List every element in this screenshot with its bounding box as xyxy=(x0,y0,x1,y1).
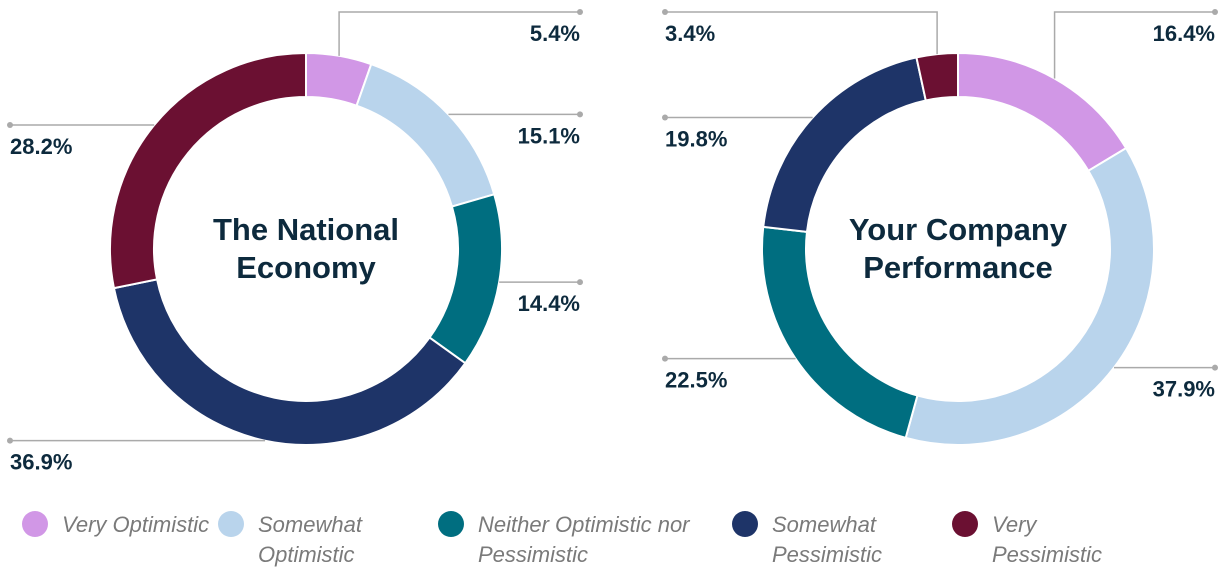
legend-swatch xyxy=(952,511,978,537)
value-label: 36.9% xyxy=(10,450,72,475)
leader-dot xyxy=(662,355,668,362)
legend-label: Somewhat Pessimistic xyxy=(772,512,883,567)
value-label: 28.2% xyxy=(10,134,72,159)
legend-swatch xyxy=(22,511,48,537)
legend-label: Very Pessimistic xyxy=(992,512,1103,567)
donut-slice xyxy=(355,62,496,208)
legend-label: Very Optimistic xyxy=(62,512,210,537)
leader-dot xyxy=(577,111,583,118)
leader-dot xyxy=(7,437,13,444)
leader-line xyxy=(665,11,938,55)
legend-item: Somewhat Pessimistic xyxy=(732,510,932,570)
legend-swatch xyxy=(732,511,758,537)
value-label: 15.1% xyxy=(518,123,580,148)
charts: 5.4% 15.1% 14.4% 36.9% 28.2% 16.4% 37.9% 22.5% 1… xyxy=(7,9,1218,475)
center-title: Your Company Performance xyxy=(848,212,1068,285)
leader-dot xyxy=(1212,364,1218,371)
value-label: 37.9% xyxy=(1153,377,1215,402)
center-title: The National Economy xyxy=(212,212,399,285)
leader-dot xyxy=(577,279,583,286)
leader-dot xyxy=(577,9,583,15)
legend-swatch xyxy=(438,511,464,537)
donut-slice xyxy=(762,56,927,233)
donut-slice xyxy=(915,51,959,102)
donut-slice xyxy=(112,278,467,446)
value-label: 5.4% xyxy=(530,21,580,46)
donut-slice xyxy=(957,51,1128,173)
leader-dot xyxy=(7,122,13,129)
leader-dot xyxy=(1212,9,1218,15)
legend-item: Very Optimistic xyxy=(22,510,222,540)
legend-label: Somewhat Optimistic xyxy=(258,512,362,567)
legend-label: Neither Optimistic nor Pessimistic xyxy=(478,512,690,567)
leader-line xyxy=(338,11,580,56)
value-label: 3.4% xyxy=(665,21,715,46)
legend-item: Somewhat Optimistic xyxy=(218,510,418,570)
legend-item: Very Pessimistic xyxy=(952,510,1152,570)
legend-swatch xyxy=(218,511,244,537)
value-label: 14.4% xyxy=(518,291,580,316)
value-label: 19.8% xyxy=(665,127,727,152)
donut-slice xyxy=(904,146,1155,446)
leader-dot xyxy=(662,9,668,15)
legend-item: Neither Optimistic nor Pessimistic xyxy=(438,510,708,570)
leader-line xyxy=(1053,11,1215,79)
donut-slice xyxy=(428,193,503,365)
donut-slice xyxy=(109,51,307,290)
value-label: 22.5% xyxy=(665,368,727,393)
leader-dot xyxy=(662,114,668,121)
value-label: 16.4% xyxy=(1153,21,1215,46)
